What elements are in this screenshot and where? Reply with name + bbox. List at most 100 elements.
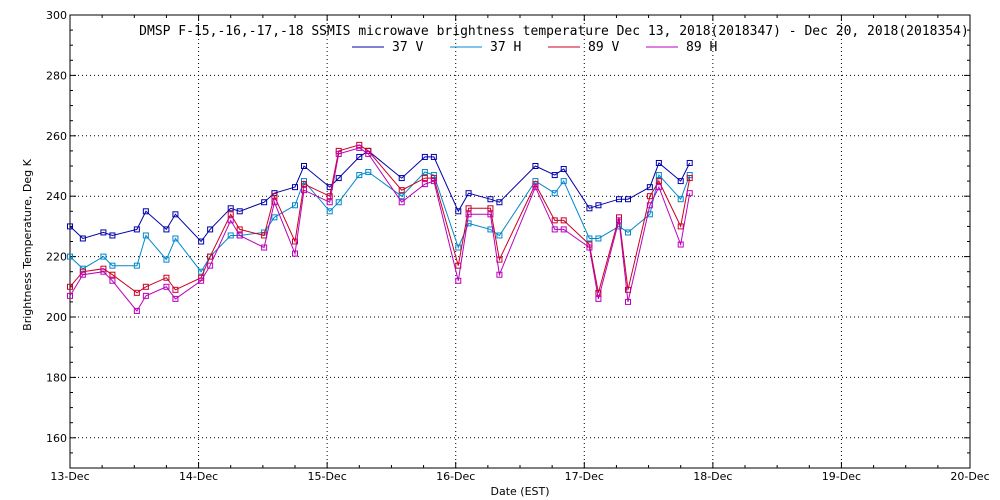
data-point — [686, 159, 693, 166]
data-point — [356, 144, 363, 151]
x-tick-label: 19-Dec — [822, 470, 861, 483]
data-point — [133, 226, 140, 233]
data-point — [625, 298, 631, 305]
data-point — [207, 226, 214, 233]
data-point — [326, 193, 333, 200]
data-point — [586, 235, 593, 242]
data-point — [496, 271, 503, 278]
data-point — [142, 232, 149, 239]
data-point — [261, 199, 268, 206]
x-tick-label: 15-Dec — [308, 470, 347, 483]
data-point — [271, 193, 278, 200]
data-point — [455, 277, 462, 284]
axes-layer — [69, 14, 971, 469]
data-point — [398, 193, 405, 200]
data-point — [227, 217, 234, 224]
data-point — [133, 262, 140, 269]
data-point — [560, 166, 567, 173]
data-point — [595, 235, 602, 242]
legend-label: 89 H — [686, 40, 717, 55]
data-point — [430, 172, 437, 179]
data-point — [430, 153, 437, 160]
data-point — [79, 265, 86, 272]
data-point — [301, 163, 307, 169]
data-point — [496, 232, 503, 239]
data-point — [261, 244, 268, 251]
data-point — [292, 184, 298, 191]
data-point — [163, 274, 170, 281]
data-point — [236, 226, 243, 233]
series-layer — [67, 141, 693, 314]
x-tick-label: 17-Dec — [565, 470, 604, 483]
data-point — [487, 211, 494, 218]
series-37-v — [67, 147, 693, 245]
series-89-h — [67, 144, 693, 314]
y-tick-label: 160 — [46, 432, 67, 445]
data-point — [595, 202, 602, 209]
data-point — [398, 175, 405, 182]
data-point — [326, 199, 333, 206]
data-point — [560, 226, 567, 233]
data-point — [487, 205, 494, 212]
x-tick-label: 20-Dec — [950, 470, 989, 483]
data-point — [356, 141, 363, 148]
series-line — [69, 171, 691, 273]
data-point — [646, 202, 653, 209]
data-point — [551, 226, 558, 233]
data-point — [455, 244, 462, 251]
grid-layer — [70, 15, 970, 468]
data-point — [655, 172, 662, 179]
data-point — [465, 211, 472, 218]
data-point — [677, 223, 684, 230]
data-point — [356, 172, 363, 179]
data-point — [646, 193, 653, 200]
data-point — [301, 181, 307, 188]
data-point — [532, 184, 539, 191]
data-point — [236, 208, 243, 215]
data-point — [551, 172, 558, 179]
data-point — [356, 153, 363, 160]
data-point — [292, 250, 298, 257]
data-point — [686, 172, 693, 179]
data-point — [172, 211, 179, 218]
data-point — [616, 217, 622, 224]
data-point — [421, 175, 428, 182]
data-point — [100, 265, 107, 272]
data-point — [109, 271, 116, 278]
data-point — [365, 150, 372, 157]
data-point — [686, 175, 693, 182]
data-point — [100, 268, 107, 275]
data-point — [109, 277, 116, 284]
data-point — [487, 196, 494, 203]
data-point — [335, 150, 342, 157]
data-point — [655, 159, 662, 166]
data-point — [455, 208, 462, 215]
data-point — [79, 268, 86, 275]
data-point — [677, 178, 684, 185]
data-point — [365, 169, 372, 176]
data-point — [532, 163, 539, 169]
data-point — [686, 190, 693, 197]
data-point — [398, 187, 405, 194]
chart-title: DMSP F-15,-16,-17,-18 SSMIS microwave br… — [139, 24, 969, 39]
data-point — [496, 199, 503, 206]
data-point — [142, 208, 149, 215]
data-point — [301, 187, 307, 194]
data-point — [465, 205, 472, 212]
data-point — [198, 238, 205, 245]
data-point — [271, 199, 278, 206]
data-point — [172, 286, 179, 293]
data-point — [421, 169, 428, 176]
data-point — [67, 223, 73, 230]
series-37-h — [67, 169, 693, 275]
data-point — [625, 229, 631, 236]
data-point — [326, 208, 333, 215]
y-tick-label: 220 — [46, 251, 67, 264]
data-point — [677, 241, 684, 248]
y-axis-label: Brightness Temperature, Deg K — [21, 158, 34, 330]
data-point — [551, 217, 558, 224]
data-point — [421, 181, 428, 188]
x-tick-label: 14-Dec — [179, 470, 218, 483]
data-point — [109, 262, 116, 269]
y-tick-label: 200 — [46, 311, 67, 324]
